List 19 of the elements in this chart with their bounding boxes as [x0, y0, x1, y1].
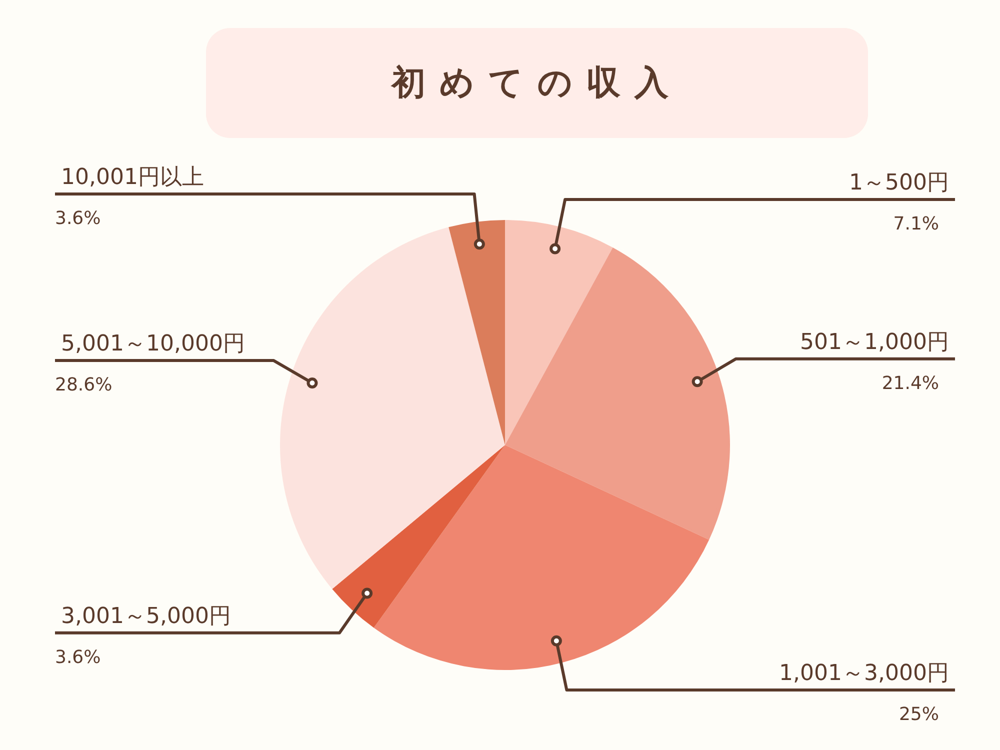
pie-slice — [505, 220, 613, 445]
data-label: 7.1% — [893, 214, 939, 235]
slice-label: 3,001～5,000円 — [61, 604, 231, 629]
pie-slice — [332, 445, 505, 628]
slice-label: 1,001～3,000円 — [779, 661, 949, 686]
data-label: 28.6% — [55, 374, 112, 396]
slice-label: 501～1,000円 — [800, 330, 949, 355]
pie-slice — [374, 445, 710, 670]
slice-label: 10,001円以上 — [61, 164, 204, 190]
slice-label: 1～500円 — [849, 170, 949, 196]
data-label: 3.6% — [55, 208, 101, 229]
pie-slice — [505, 247, 730, 540]
pie-slice — [280, 227, 505, 590]
data-label: 25% — [898, 704, 939, 726]
chart-title: 初めての収入 — [392, 62, 682, 105]
data-label: 3.6% — [55, 646, 101, 668]
slice-label: 5,001～10,000円 — [61, 332, 245, 357]
pie-slice — [448, 220, 505, 445]
data-label: 21.4% — [882, 372, 939, 394]
